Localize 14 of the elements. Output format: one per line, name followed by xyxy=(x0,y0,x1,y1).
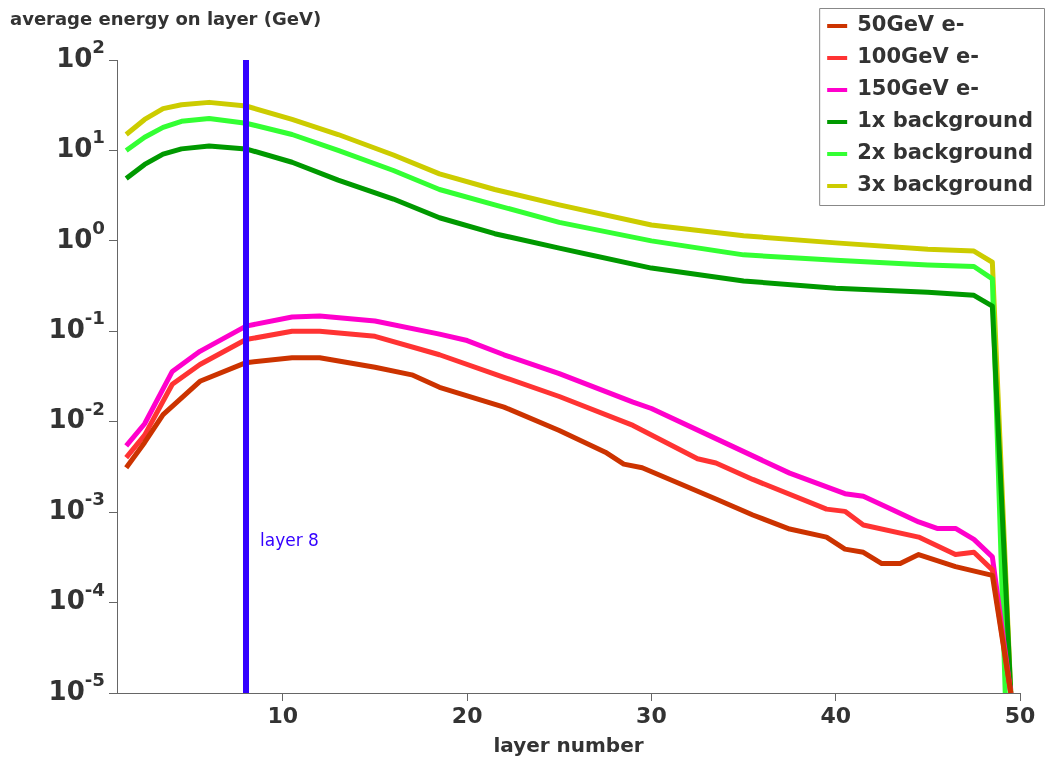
x-tick-label: 10 xyxy=(267,702,299,728)
ref-line-label: layer 8 xyxy=(260,529,319,550)
y-axis-title: average energy on layer (GeV) xyxy=(10,7,322,29)
legend-label: 150GeV e- xyxy=(857,76,980,101)
x-tick-label: 20 xyxy=(451,702,483,728)
x-tick-label: 40 xyxy=(820,702,852,728)
x-tick-label: 30 xyxy=(636,702,667,728)
legend-label: 100GeV e- xyxy=(857,44,980,69)
legend-label: 3x background xyxy=(857,172,1034,197)
legend-label: 50GeV e- xyxy=(857,12,965,37)
legend-label: 1x background xyxy=(857,108,1034,133)
x-tick-label: 50 xyxy=(1004,702,1036,728)
legend-label: 2x background xyxy=(857,140,1034,165)
x-axis-title: layer number xyxy=(493,733,644,758)
